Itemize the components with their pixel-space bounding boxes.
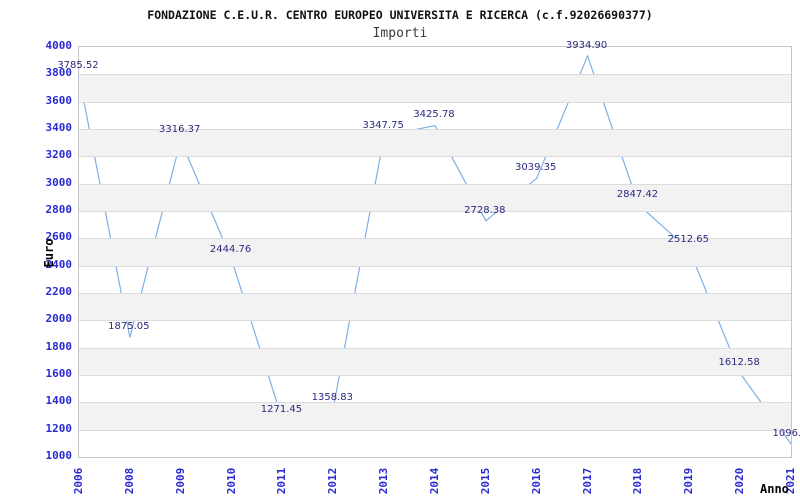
y-tick-label: 2000	[45, 312, 73, 326]
gridline	[79, 156, 791, 158]
x-tick-label: 2011	[275, 467, 289, 495]
y-tick-label: 1800	[45, 339, 73, 353]
y-tick-label: 3800	[45, 66, 73, 80]
line-series	[78, 54, 792, 445]
gridline	[79, 183, 791, 185]
grid-band	[79, 183, 791, 211]
x-tick-label: 2020	[733, 467, 747, 495]
x-axis-title: Anno	[760, 482, 789, 496]
data-point-label: 3425.78	[413, 109, 455, 121]
y-axis-title: Euro	[42, 238, 56, 268]
data-point-label: 2512.65	[667, 234, 709, 246]
grid-band	[79, 402, 791, 430]
x-tick-label: 2006	[72, 467, 85, 495]
y-tick-label: 3400	[45, 121, 73, 134]
y-tick-label: 1000	[45, 449, 73, 462]
gridline	[79, 402, 791, 404]
y-tick-label: 2200	[45, 285, 73, 298]
gridline	[79, 211, 791, 212]
data-point-label: 1096.1	[772, 427, 800, 439]
x-tick-label: 2008	[122, 467, 136, 495]
x-tick-label: 2016	[529, 467, 543, 495]
x-tick-label: 2017	[580, 467, 594, 495]
data-point-label: 3039.35	[515, 162, 557, 174]
y-tick-label: 1600	[45, 367, 73, 380]
data-point-label: 2728.38	[464, 204, 506, 216]
gridline	[79, 320, 791, 322]
y-tick-label: 3600	[45, 93, 73, 107]
gridline	[79, 293, 791, 294]
gridline	[79, 347, 791, 349]
data-point-label: 1271.45	[260, 403, 303, 415]
x-tick-label: 2010	[224, 467, 238, 495]
grid-band	[79, 293, 791, 321]
y-tick-label: 4000	[45, 39, 73, 52]
grid-band	[79, 347, 791, 375]
x-tick-label: 2015	[478, 467, 492, 495]
y-tick-label: 3200	[45, 148, 73, 162]
data-point-label: 2847.42	[616, 188, 659, 200]
x-tick-label: 2013	[377, 467, 391, 495]
data-point-label: 3316.37	[159, 124, 201, 136]
chart-subtitle: Importi	[372, 26, 428, 41]
gridline	[79, 265, 791, 267]
y-tick-label: 2800	[45, 203, 73, 216]
grid-band	[79, 129, 791, 157]
grid-band	[79, 74, 791, 102]
grid-band	[79, 238, 791, 266]
data-point-label: 1612.58	[718, 357, 760, 369]
x-tick-label: 2012	[326, 467, 340, 495]
plot-area	[78, 46, 792, 458]
data-point-label: 1875.05	[108, 321, 150, 333]
data-point-label: 3934.90	[565, 39, 608, 51]
x-tick-label: 2018	[631, 467, 645, 495]
gridline	[79, 129, 791, 130]
y-tick-label: 1400	[45, 394, 73, 408]
gridline	[79, 238, 791, 240]
gridline	[79, 429, 791, 431]
x-tick-label: 2019	[682, 467, 696, 495]
data-point-label: 3785.52	[57, 60, 99, 72]
data-point-label: 2444.76	[209, 243, 252, 255]
data-point-label: 1358.83	[311, 391, 353, 403]
x-tick-label: 2009	[173, 467, 187, 495]
y-tick-label: 2600	[45, 230, 73, 244]
y-tick-label: 2400	[45, 257, 73, 271]
gridline	[79, 375, 791, 376]
chart-title: FONDAZIONE C.E.U.R. CENTRO EUROPEO UNIVE…	[147, 8, 653, 22]
gridline	[79, 101, 791, 103]
y-tick-label: 1200	[45, 421, 73, 435]
y-tick-label: 3000	[45, 175, 73, 189]
gridline	[79, 74, 791, 76]
x-tick-label: 2014	[428, 467, 441, 495]
data-point-label: 3347.75	[362, 120, 404, 132]
